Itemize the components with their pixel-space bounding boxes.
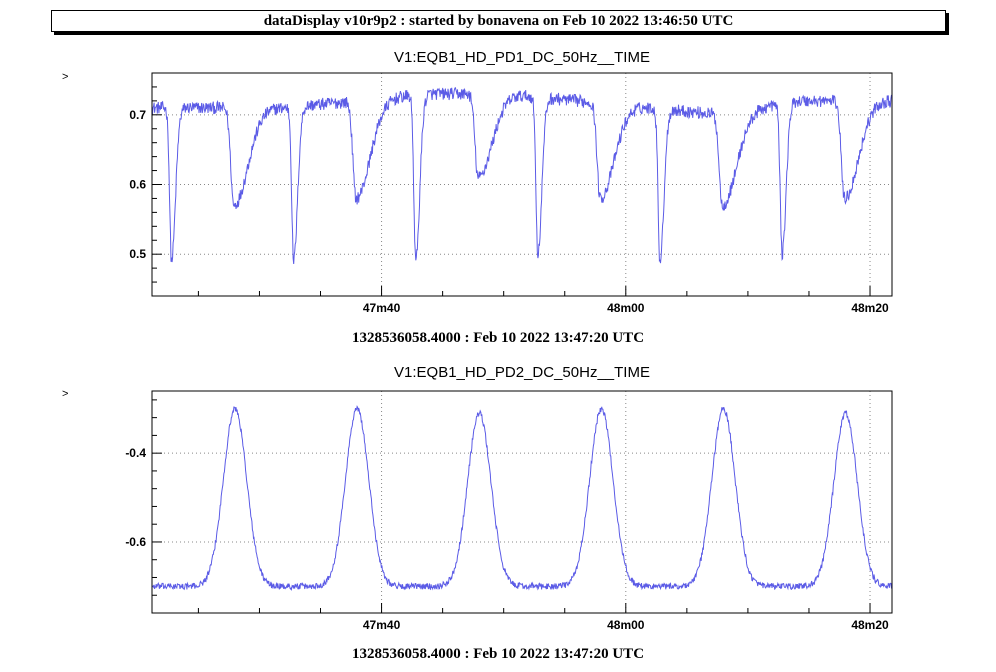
plot-pd2[interactable]: V1:EQB1_HD_PD2_DC_50Hz__TIME >47m40 48m00 4… bbox=[62, 364, 893, 632]
x-tick-label: 48m20 bbox=[851, 301, 889, 315]
app-title: dataDisplay v10r9p2 : started by bonaven… bbox=[263, 13, 734, 29]
plot-frame bbox=[151, 390, 893, 614]
plot-title: V1:EQB1_HD_PD1_DC_50Hz__TIME bbox=[394, 49, 650, 66]
x-tick-label: 48m00 bbox=[607, 301, 645, 315]
y-tick-label: -0.6 bbox=[125, 535, 146, 549]
y-tick-label: 0.6 bbox=[129, 178, 146, 192]
x-tick-label: 48m00 bbox=[607, 618, 645, 632]
plot-title: V1:EQB1_HD_PD2_DC_50Hz__TIME bbox=[394, 364, 650, 381]
y-tick-label: 0.5 bbox=[129, 247, 146, 261]
y-axis-label: > bbox=[62, 71, 68, 83]
x-tick-label: 48m20 bbox=[851, 618, 889, 632]
y-axis-label: > bbox=[62, 388, 68, 400]
plot-pd2-timestamp: 1328536058.4000 : Feb 10 2022 13:47:20 U… bbox=[351, 646, 645, 662]
y-tick-label: 0.7 bbox=[129, 108, 146, 122]
y-tick-label: -0.4 bbox=[125, 446, 146, 460]
data-trace bbox=[152, 87, 893, 265]
plot-pd1[interactable]: V1:EQB1_HD_PD1_DC_50Hz__TIME >47m40 48m00 4… bbox=[62, 49, 893, 315]
data-trace bbox=[151, 405, 893, 592]
x-tick-label: 47m40 bbox=[363, 301, 401, 315]
x-tick-label: 47m40 bbox=[363, 618, 401, 632]
app-title-bar: dataDisplay v10r9p2 : started by bonaven… bbox=[51, 10, 946, 32]
plot-pd1-timestamp: 1328536058.4000 : Feb 10 2022 13:47:20 U… bbox=[351, 330, 645, 346]
